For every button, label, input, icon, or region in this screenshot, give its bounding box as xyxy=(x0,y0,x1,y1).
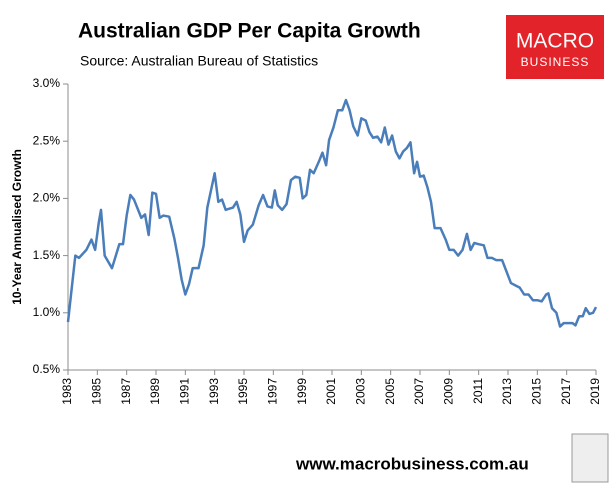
y-tick-label: 3.0% xyxy=(33,76,61,90)
y-tick-label: 1.0% xyxy=(33,305,61,319)
footer-url: www.macrobusiness.com.au xyxy=(295,454,529,473)
x-tick-label: 2003 xyxy=(354,378,368,405)
x-tick-label: 1983 xyxy=(60,378,74,405)
x-tick-label: 2013 xyxy=(500,378,514,405)
data-line xyxy=(66,98,598,328)
x-tick-label: 1989 xyxy=(148,378,162,405)
x-tick-label: 1991 xyxy=(178,378,192,405)
x-tick-label: 2001 xyxy=(324,378,338,405)
x-tick-label: 1997 xyxy=(266,378,280,405)
y-axis-label: 10-Year Annualised Growth xyxy=(10,149,24,305)
x-tick-label: 2019 xyxy=(588,378,602,405)
chart-subtitle: Source: Australian Bureau of Statistics xyxy=(80,53,318,69)
x-tick-label: 2011 xyxy=(471,378,485,404)
x-tick-label: 1995 xyxy=(236,378,250,405)
x-tick-label: 1985 xyxy=(90,378,104,405)
y-tick-label: 2.5% xyxy=(33,133,61,147)
chart-title: Australian GDP Per Capita Growth xyxy=(78,20,421,43)
logo-image xyxy=(571,433,609,483)
y-tick-label: 2.0% xyxy=(33,191,61,205)
x-tick-label: 1993 xyxy=(207,378,221,405)
x-tick-label: 2007 xyxy=(412,378,426,405)
x-tick-label: 1999 xyxy=(295,378,309,405)
logo-text: MACRO xyxy=(516,30,594,53)
x-tick-label: 2005 xyxy=(383,378,397,405)
x-tick-label: 1987 xyxy=(119,378,133,405)
x-tick-label: 2017 xyxy=(559,378,573,405)
x-tick-label: 2009 xyxy=(442,378,456,405)
logo-text: BUSINESS xyxy=(521,55,590,69)
x-tick-label: 2015 xyxy=(530,378,544,405)
logo-box xyxy=(506,15,604,79)
y-tick-label: 0.5% xyxy=(33,362,61,376)
y-tick-label: 1.5% xyxy=(33,248,61,262)
